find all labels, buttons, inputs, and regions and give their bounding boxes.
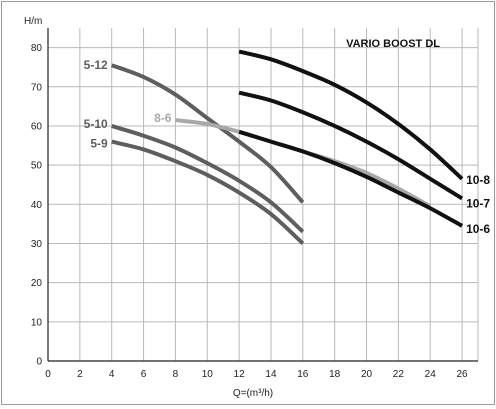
y-tick-label: 40 [31, 200, 43, 211]
x-tick-label: 24 [425, 369, 437, 380]
y-tick-label: 70 [31, 82, 43, 93]
y-tick-label: 0 [36, 357, 42, 368]
y-axis-label: H/m [24, 16, 42, 27]
series-label-10-7: 10-7 [466, 196, 490, 210]
x-tick-label: 20 [361, 369, 373, 380]
grid [47, 28, 479, 362]
series-label-5-9: 5-9 [90, 137, 108, 151]
series-line-5-9 [111, 139, 305, 245]
x-tick-label: 12 [234, 369, 246, 380]
x-tick-label: 8 [173, 369, 179, 380]
x-tick-label: 4 [109, 369, 115, 380]
series-line-5-12 [111, 63, 305, 204]
x-axis-label: Q=(m³/h) [233, 388, 273, 399]
series-label-5-12: 5-12 [84, 58, 108, 72]
x-tick-label: 18 [329, 369, 341, 380]
y-tick-label: 30 [31, 239, 43, 250]
x-tick-label: 22 [393, 369, 405, 380]
x-tick-label: 26 [457, 369, 469, 380]
y-tick-label: 80 [31, 43, 43, 54]
x-tick-label: 14 [265, 369, 277, 380]
series-label-5-10: 5-10 [84, 117, 108, 131]
series-line-10-7 [238, 90, 464, 201]
pump-curve-chart: 0 2 4 6 8 10 12 14 16 18 20 22 24 2601020304050607080… [24, 16, 491, 399]
series-line-5-10 [111, 124, 305, 234]
x-tick-label: 2 [77, 369, 83, 380]
y-tick-label: 10 [31, 317, 43, 328]
x-tick-label: 0 [45, 369, 51, 380]
chart-title: VARIO BOOST DL [346, 38, 440, 50]
series-labels: 5-12 5-10 5-9 8-6 10-8 10-7 10-6 [84, 58, 491, 236]
series-lines [111, 49, 464, 245]
series-line-10-8 [238, 49, 464, 181]
y-tick-label: 60 [31, 121, 43, 132]
series-line-10-6 [238, 129, 464, 228]
x-tick-label: 6 [141, 369, 147, 380]
y-tick-label: 20 [31, 278, 43, 289]
series-label-10-8: 10-8 [466, 173, 490, 187]
series-label-10-6: 10-6 [466, 222, 490, 236]
x-tick-label: 16 [297, 369, 309, 380]
x-tick-label: 10 [202, 369, 214, 380]
y-tick-label: 50 [31, 161, 43, 172]
series-label-8-6: 8-6 [154, 111, 172, 125]
